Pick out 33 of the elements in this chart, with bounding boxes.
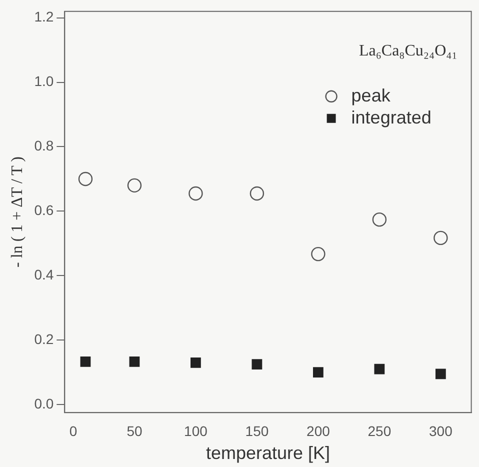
y-tick-label: 0.2 <box>34 330 54 347</box>
legend-label: integrated <box>351 107 432 128</box>
point <box>129 356 140 367</box>
point <box>434 230 448 246</box>
y-tick-label: 0.8 <box>34 138 54 154</box>
point <box>313 367 324 378</box>
y-tick-label: 1.0 <box>34 73 54 90</box>
point <box>80 356 91 367</box>
point <box>252 359 262 370</box>
y-tick-label: 1.2 <box>34 8 54 25</box>
point <box>127 178 142 193</box>
point <box>372 212 387 227</box>
point <box>435 368 446 380</box>
y-tick-label: 0.0 <box>34 395 54 412</box>
point <box>311 246 326 262</box>
y-axis-title: - ln ( 1 + ΔT / T ) <box>8 156 26 268</box>
point <box>190 357 201 368</box>
point <box>78 172 93 186</box>
annotation: La₆Ca₈Cu₂₄O₄₁ <box>358 42 458 60</box>
point <box>374 364 385 374</box>
x-tick-label: 0 <box>69 422 78 439</box>
x-tick-label: 200 <box>306 422 330 439</box>
x-tick-label: 50 <box>126 422 142 439</box>
x-tick-label: 100 <box>184 422 208 439</box>
legend-label: peak <box>351 85 392 106</box>
x-tick-label: 250 <box>368 422 392 439</box>
point <box>188 186 203 201</box>
y-tick-label: 0.4 <box>34 266 54 283</box>
x-tick-label: 150 <box>245 422 269 439</box>
x-tick-label: 300 <box>429 422 453 439</box>
point <box>250 186 264 201</box>
y-tick-label: 0.6 <box>34 202 54 218</box>
x-axis-title: temperature [K] <box>206 443 330 464</box>
